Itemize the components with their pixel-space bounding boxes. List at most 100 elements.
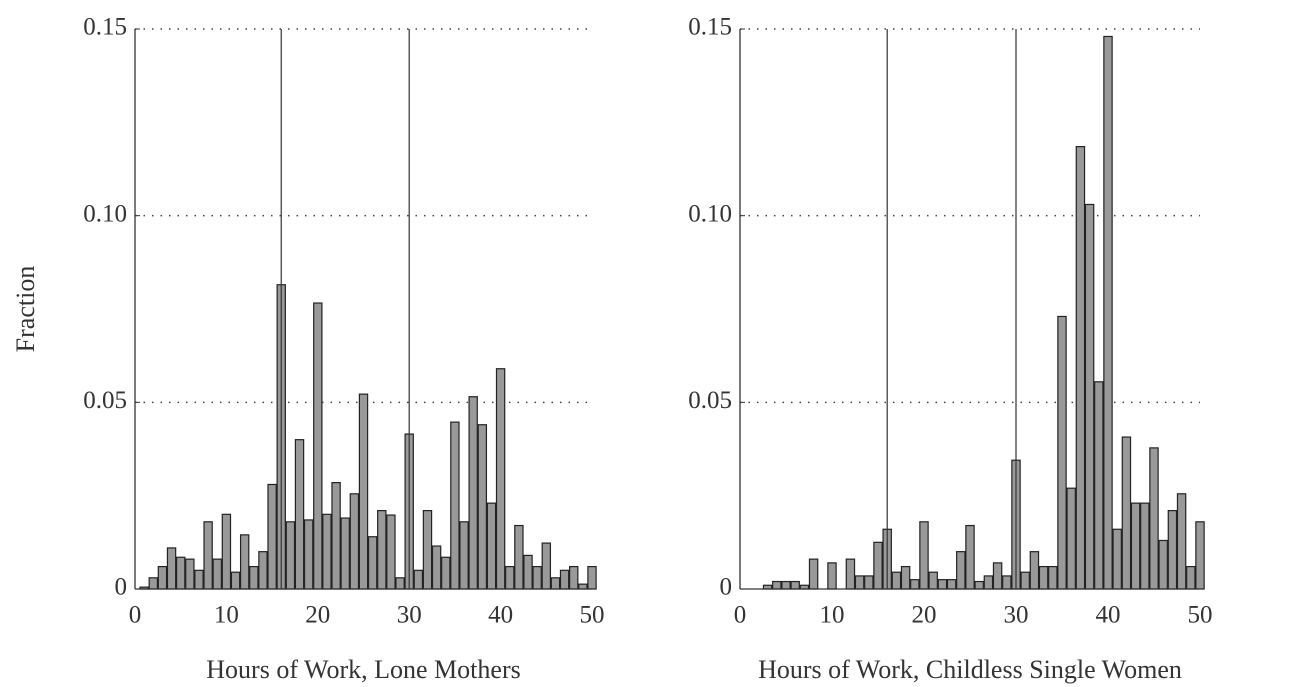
x-tick-label: 30 xyxy=(1004,602,1029,629)
bar xyxy=(864,575,874,590)
x-tick-label: 20 xyxy=(912,602,937,629)
y-tick-label: 0.10 xyxy=(688,200,732,227)
bar xyxy=(395,577,405,590)
bar xyxy=(157,565,168,590)
bar xyxy=(1158,539,1168,590)
bar xyxy=(541,542,552,590)
bar xyxy=(1103,35,1113,590)
x-tick-label: 0 xyxy=(734,602,747,629)
bar xyxy=(937,579,948,590)
bar xyxy=(1167,510,1178,590)
x-tick-label: 40 xyxy=(488,602,513,629)
bar xyxy=(1048,565,1058,590)
bar xyxy=(221,513,232,590)
bar xyxy=(285,521,296,590)
bar xyxy=(258,551,268,590)
x-tick-label: 50 xyxy=(1188,602,1213,629)
bar xyxy=(477,424,488,590)
bar xyxy=(1149,447,1159,590)
bar xyxy=(349,493,360,590)
bar xyxy=(1094,381,1104,590)
bar xyxy=(1112,528,1122,590)
bar xyxy=(983,575,994,590)
bar xyxy=(1186,565,1196,590)
bar xyxy=(249,565,259,590)
bar xyxy=(569,565,579,590)
bar xyxy=(1084,203,1095,590)
x-tick-label: 0 xyxy=(129,602,142,629)
y-tick-label: 0.05 xyxy=(688,387,732,414)
bar xyxy=(992,562,1003,590)
bar xyxy=(1130,502,1141,590)
bar xyxy=(468,396,478,590)
bar xyxy=(185,558,195,590)
bar xyxy=(845,558,856,590)
bar xyxy=(505,565,515,590)
bar xyxy=(1075,146,1086,590)
bar xyxy=(873,541,883,590)
bar xyxy=(1195,521,1205,590)
bar xyxy=(827,562,837,590)
bar xyxy=(212,558,222,590)
bar xyxy=(956,551,966,590)
bar xyxy=(523,554,533,590)
bar xyxy=(267,483,277,590)
bar xyxy=(514,524,524,590)
x-tick-label: 10 xyxy=(214,602,239,629)
y-tick-label: 0 xyxy=(720,574,733,601)
bar xyxy=(781,580,791,590)
bar xyxy=(1002,575,1012,590)
bar xyxy=(1140,502,1150,590)
x-tick-label: 30 xyxy=(397,602,422,629)
bar xyxy=(578,583,588,590)
bar xyxy=(1029,551,1040,590)
bar xyxy=(386,514,396,590)
bar xyxy=(550,577,561,590)
bar xyxy=(928,571,938,590)
bar xyxy=(974,580,984,590)
bar xyxy=(313,302,323,590)
bar xyxy=(239,534,250,590)
bar xyxy=(910,579,920,590)
bar xyxy=(413,569,424,590)
x-axis-label: Hours of Work, Childless Single Women xyxy=(758,655,1182,684)
bar xyxy=(422,510,433,590)
bar xyxy=(1121,436,1132,590)
y-tick-label: 0 xyxy=(115,574,128,601)
y-axis-label: Fraction xyxy=(11,266,40,353)
bar xyxy=(175,556,186,590)
bar xyxy=(203,521,213,590)
y-tick-label: 0.15 xyxy=(83,14,127,41)
bar xyxy=(431,545,442,590)
y-tick-label: 0.05 xyxy=(83,387,127,414)
bar xyxy=(459,521,469,590)
bar xyxy=(194,569,204,590)
bar xyxy=(1038,565,1049,590)
y-tick-label: 0.15 xyxy=(688,14,732,41)
bar xyxy=(919,521,929,590)
bar xyxy=(1176,493,1187,590)
bar xyxy=(495,368,506,590)
bar xyxy=(965,524,975,590)
bar xyxy=(303,519,314,590)
bar xyxy=(331,482,341,590)
bar xyxy=(808,558,819,590)
y-tick-label: 0.10 xyxy=(83,200,127,227)
bar xyxy=(891,571,902,590)
bar xyxy=(854,575,865,590)
bar xyxy=(559,569,570,590)
bar xyxy=(294,439,305,590)
bar xyxy=(322,513,332,590)
bar xyxy=(450,421,460,590)
x-tick-label: 40 xyxy=(1096,602,1121,629)
bar xyxy=(532,565,542,590)
bar xyxy=(367,536,378,590)
bar xyxy=(358,393,369,590)
bar xyxy=(1066,487,1076,590)
bar xyxy=(587,565,597,590)
bar xyxy=(377,510,387,590)
bar xyxy=(340,517,350,590)
x-axis-label: Hours of Work, Lone Mothers xyxy=(206,655,520,684)
bar xyxy=(230,571,241,590)
